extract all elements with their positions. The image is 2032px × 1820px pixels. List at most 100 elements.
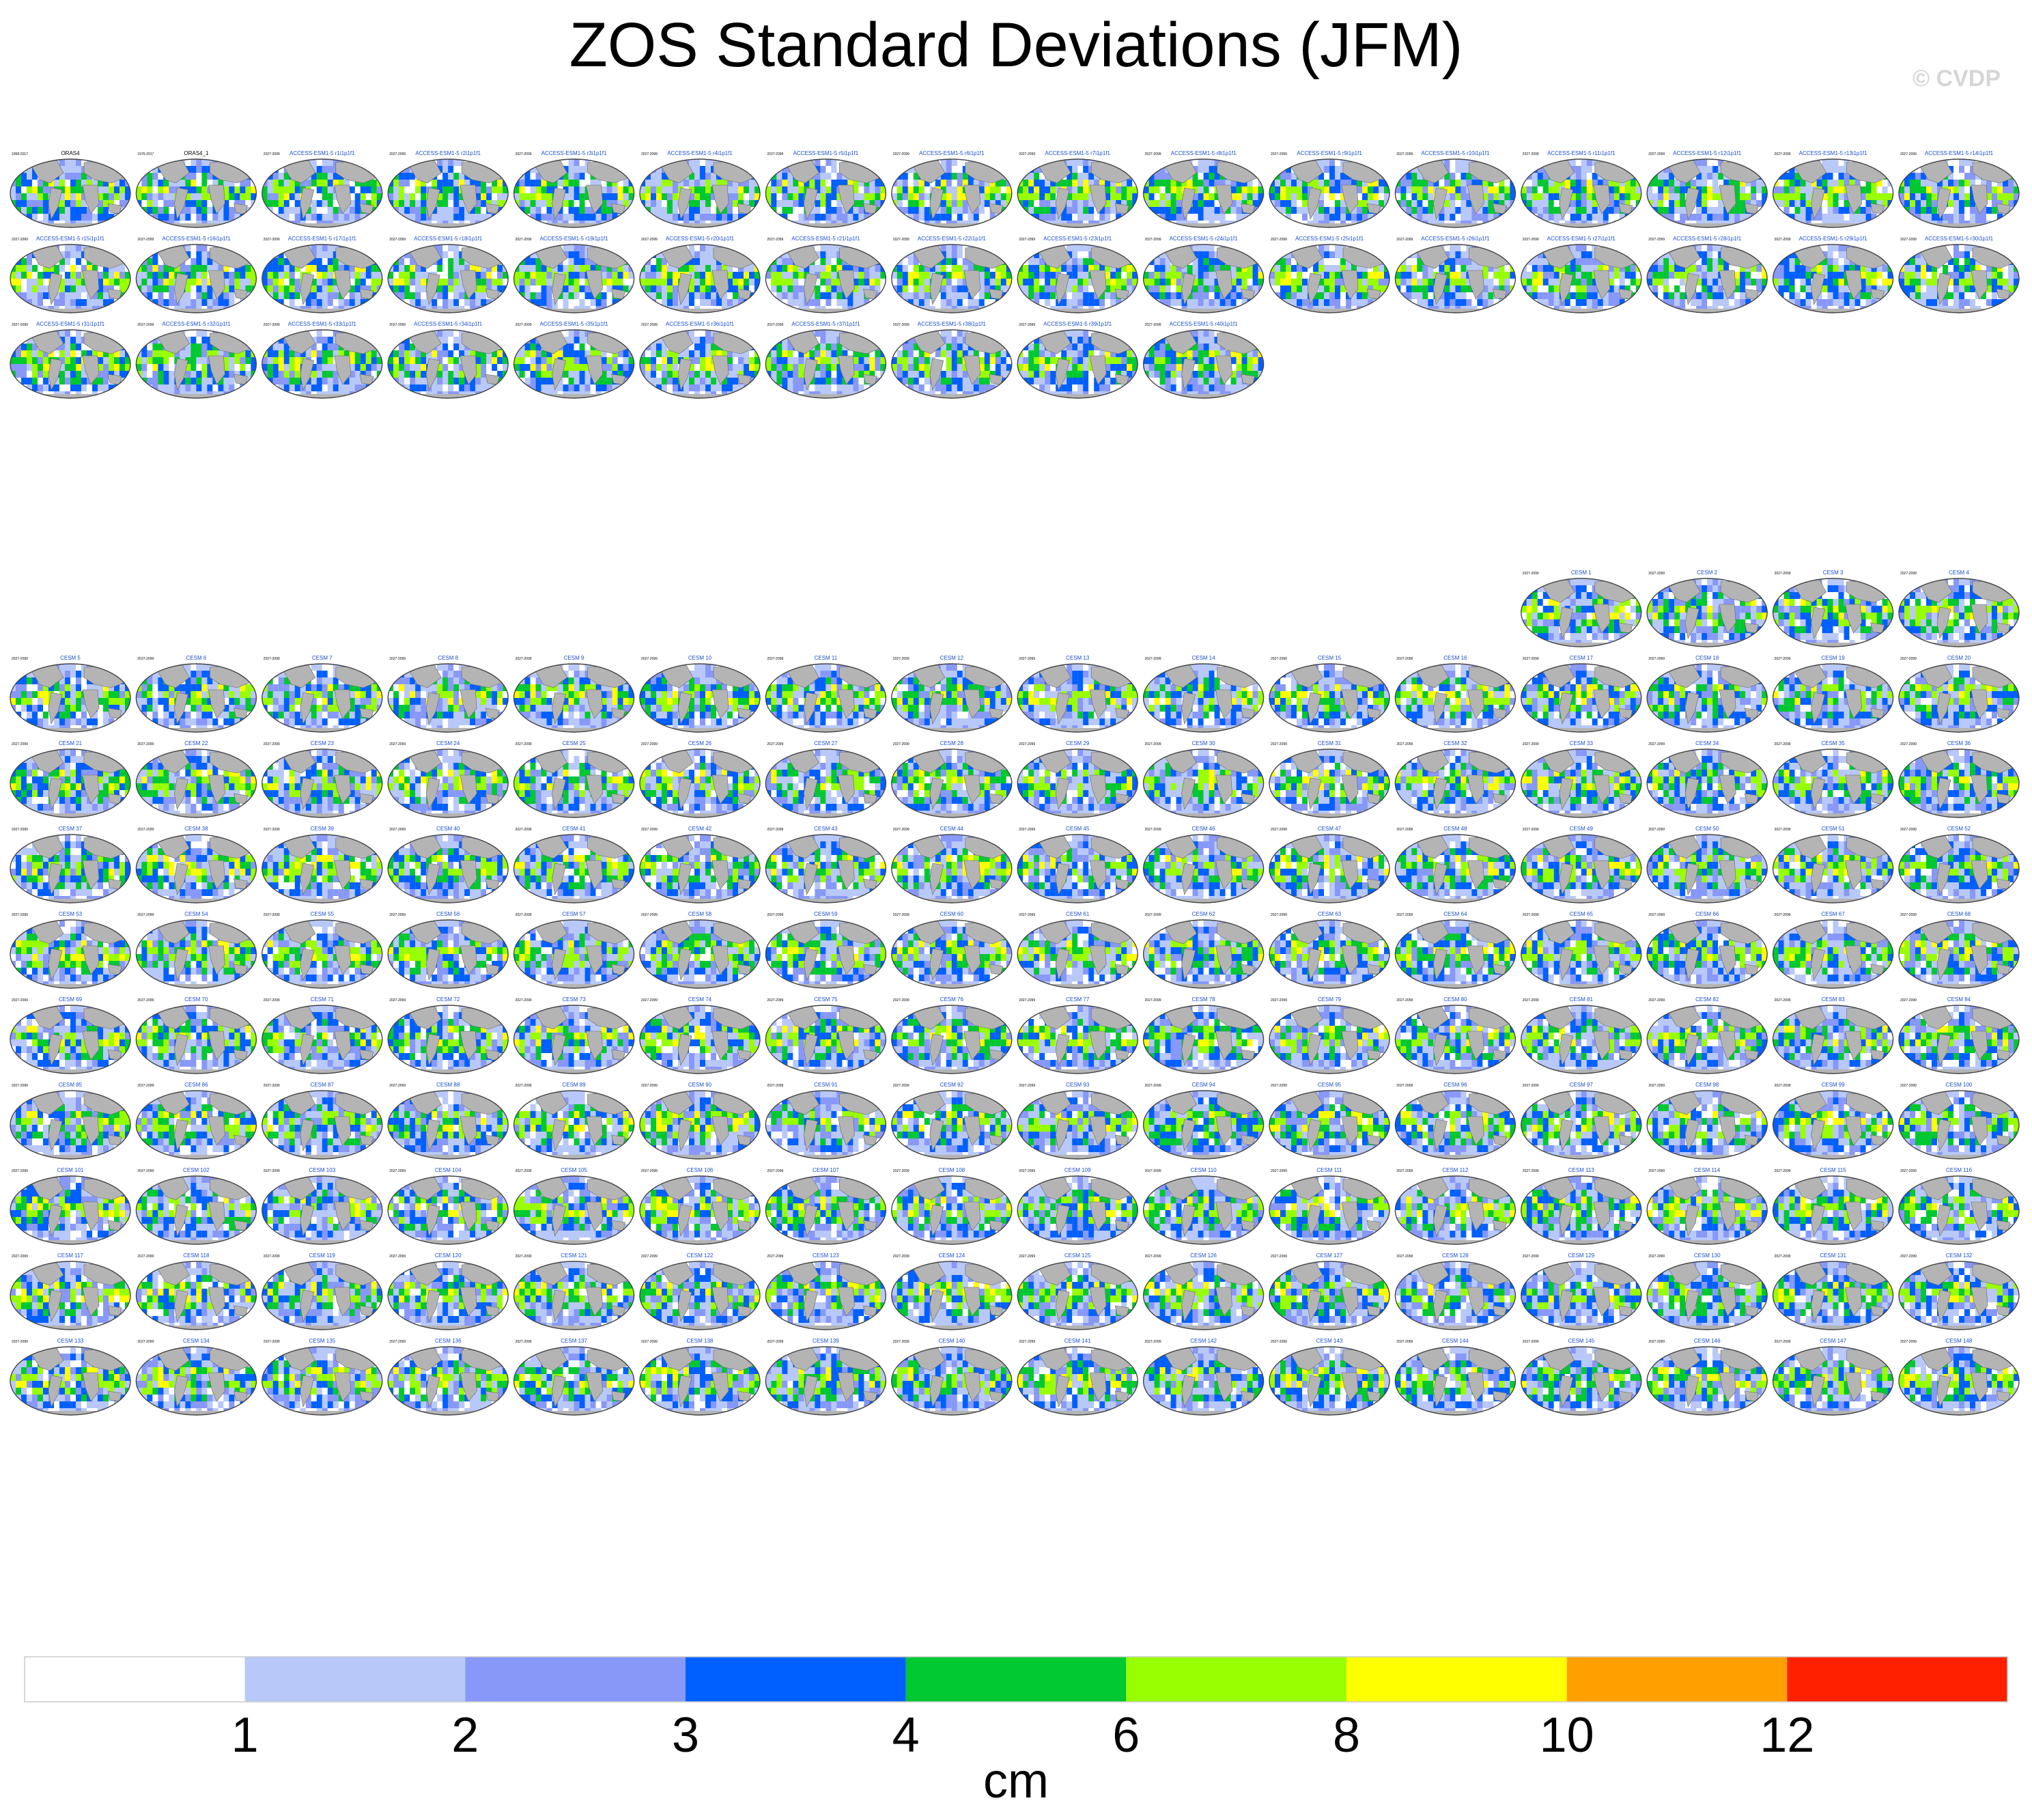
- map-outline: [135, 1261, 257, 1330]
- map-outline: [639, 1261, 761, 1330]
- panel-period: 2027-2099: [389, 238, 406, 242]
- panel-title: CESM 69: [59, 996, 83, 1003]
- panel-title: CESM 145: [1568, 1338, 1594, 1344]
- map-outline: [1394, 158, 1516, 228]
- map-panel: ACCESS-ESM1-5 r25i1p1f1 2027-2099: [1269, 236, 1390, 313]
- panel-title: ACCESS-ESM1-5 r5i1p1f1: [793, 150, 859, 156]
- map-outline: [639, 1346, 761, 1416]
- map-panel: CESM 116 2027-2099: [1898, 1167, 2020, 1245]
- map-outline: [1017, 158, 1138, 228]
- map-panel: ACCESS-ESM1-5 r1i1p1f1 2027-2099: [262, 150, 383, 228]
- map-outline: [387, 834, 509, 904]
- map-panel: CESM 100 2027-2099: [1898, 1082, 2020, 1160]
- map-panel: CESM 13 2027-2099: [1017, 655, 1138, 733]
- map-panel: CESM 3 2027-2099: [1772, 570, 1894, 647]
- map-outline: [135, 1090, 257, 1160]
- map-outline: [1772, 1005, 1894, 1074]
- panel-title: ACCESS-ESM1-5 r29i1p1f1: [1799, 236, 1868, 242]
- map-panel: CESM 140 2027-2099: [891, 1338, 1013, 1416]
- map-panel: CESM 91 2027-2099: [765, 1082, 887, 1160]
- panel-period: 2027-2099: [1396, 1255, 1413, 1259]
- panel-title: CESM 75: [814, 996, 838, 1003]
- panel-period: 2027-2099: [1523, 1084, 1539, 1088]
- map-panel: CESM 79 2027-2099: [1269, 996, 1390, 1074]
- panel-period: 2027-2099: [1019, 742, 1035, 746]
- panel-title: CESM 89: [562, 1082, 586, 1088]
- panel-title: CESM 113: [1568, 1167, 1595, 1173]
- panel-period: 2027-2099: [1775, 1340, 1791, 1344]
- map-panel: CESM 51 2027-2099: [1772, 826, 1894, 904]
- panel-title: CESM 99: [1821, 1082, 1845, 1088]
- panel-title: CESM 32: [1443, 740, 1467, 746]
- panel-title: ACCESS-ESM1-5 r31i1p1f1: [36, 321, 105, 327]
- map-panel: CESM 115 2027-2099: [1772, 1167, 1894, 1245]
- map-outline: [135, 748, 257, 818]
- panel-title: CESM 114: [1694, 1167, 1721, 1173]
- panel-period: 2027-2099: [516, 1340, 532, 1344]
- panel-period: 2027-2099: [641, 828, 658, 832]
- map-panel: CESM 22 2027-2099: [135, 740, 257, 818]
- panel-title: CESM 101: [57, 1167, 84, 1173]
- panel-title: ACCESS-ESM1-5 r26i1p1f1: [1421, 236, 1490, 242]
- panel-period: 2027-2099: [1019, 913, 1035, 917]
- panel-title: CESM 70: [184, 996, 208, 1003]
- map-panel: CESM 27 2027-2099: [765, 740, 887, 818]
- panel-title: CESM 53: [59, 911, 83, 917]
- panel-title: ACCESS-ESM1-5 r34i1p1f1: [414, 321, 483, 327]
- panel-period: 2027-2099: [1396, 913, 1413, 917]
- panel-period: 2027-2099: [389, 1340, 406, 1344]
- map-outline: [387, 919, 509, 989]
- map-outline: [10, 158, 131, 228]
- panel-period: 2027-2099: [1775, 1084, 1791, 1088]
- panel-title: CESM 73: [562, 996, 586, 1003]
- map-outline: [639, 748, 761, 818]
- map-panel: CESM 139 2027-2099: [765, 1338, 887, 1416]
- panel-title: CESM 66: [1695, 911, 1719, 917]
- map-outline: [387, 663, 509, 733]
- panel-period: 2027-2099: [12, 998, 28, 1003]
- map-panel: CESM 66 2027-2099: [1646, 911, 1768, 989]
- map-panel: CESM 33 2027-2099: [1521, 740, 1642, 818]
- panel-title: CESM 139: [813, 1338, 839, 1344]
- map-outline: [1142, 244, 1265, 313]
- map-outline: [891, 329, 1013, 399]
- panel-title: CESM 41: [562, 826, 586, 832]
- panel-period: 2027-2099: [389, 913, 406, 917]
- panel-period: 2027-2099: [767, 152, 783, 156]
- map-panel: ORAS4 1958-2017: [10, 150, 131, 228]
- map-outline: [1898, 1346, 2020, 1416]
- map-panel: CESM 59 2027-2099: [765, 911, 887, 989]
- map-panel: CESM 73 2027-2099: [513, 996, 635, 1074]
- map-panel: CESM 2 2027-2099: [1646, 570, 1768, 647]
- map-panel: CESM 114 2027-2099: [1646, 1167, 1768, 1245]
- panel-period: 2027-2099: [1145, 238, 1161, 242]
- map-outline: [765, 919, 887, 989]
- panel-period: 2027-2099: [1523, 742, 1539, 746]
- panel-title: ACCESS-ESM1-5 r12i1p1f1: [1673, 150, 1742, 156]
- panel-period: 2027-2099: [1145, 1255, 1161, 1259]
- map-outline: [1269, 834, 1390, 904]
- panel-period: 2027-2099: [12, 657, 28, 661]
- map-outline: [765, 1175, 887, 1245]
- map-outline: [639, 834, 761, 904]
- panel-period: 2027-2099: [641, 657, 658, 661]
- map-panel: ACCESS-ESM1-5 r33i1p1f1 2027-2099: [262, 321, 383, 399]
- map-outline: [513, 748, 635, 818]
- map-outline: [639, 1005, 761, 1074]
- panel-period: 2027-2099: [1648, 1084, 1665, 1088]
- panel-title: CESM 74: [688, 996, 712, 1003]
- panel-period: 2027-2099: [264, 998, 280, 1003]
- map-panel: CESM 63 2027-2099: [1269, 911, 1390, 989]
- map-outline: [1898, 158, 2020, 228]
- panel-title: CESM 6: [186, 655, 207, 661]
- map-outline: [513, 1261, 635, 1330]
- map-panel: ACCESS-ESM1-5 r10i1p1f1 2027-2099: [1394, 150, 1516, 228]
- panel-title: ACCESS-ESM1-5 r25i1p1f1: [1295, 236, 1364, 242]
- panel-title: CESM 51: [1821, 826, 1845, 832]
- panel-title: CESM 79: [1318, 996, 1342, 1003]
- map-outline: [135, 663, 257, 733]
- map-panel: CESM 32 2027-2099: [1394, 740, 1516, 818]
- panel-period: 2027-2099: [1648, 657, 1665, 661]
- panel-period: 2027-2099: [516, 1084, 532, 1088]
- panel-title: CESM 23: [311, 740, 335, 746]
